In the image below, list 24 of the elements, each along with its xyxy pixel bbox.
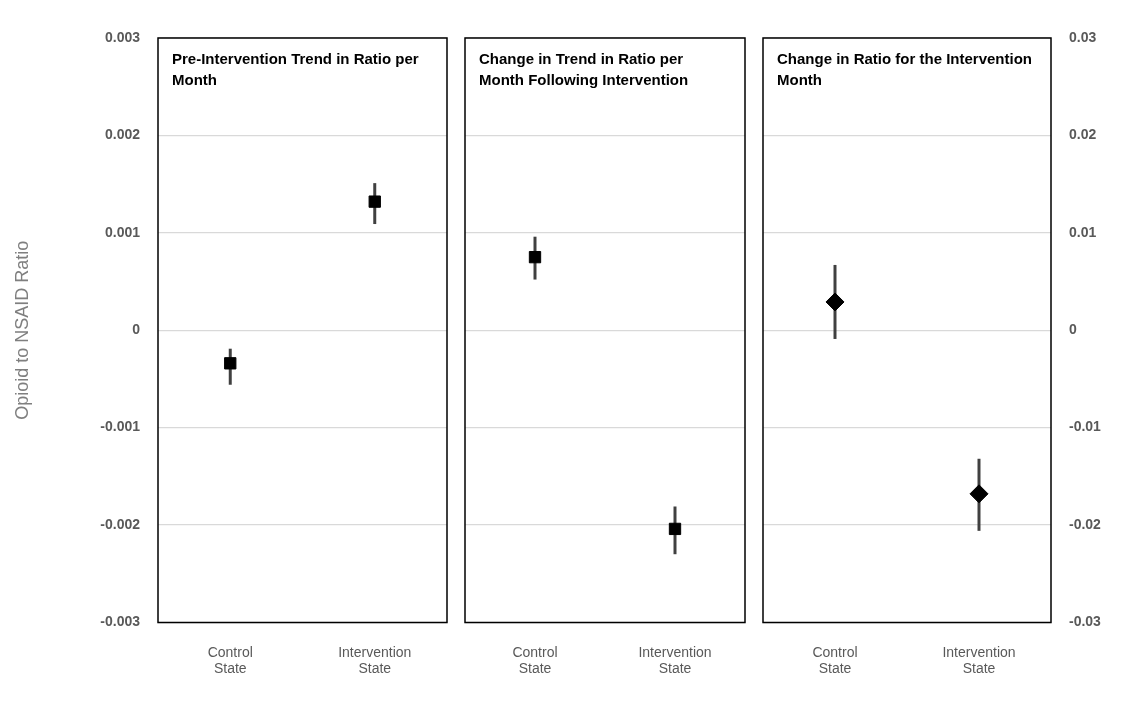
- y-tick-label: -0.001: [100, 418, 141, 435]
- y2-tick-label: 0.01: [1069, 223, 1097, 240]
- x-tick-label: Control State: [812, 643, 858, 677]
- y2-tick-label: -0.02: [1069, 515, 1102, 532]
- y2-tick-label: -0.01: [1069, 418, 1102, 435]
- x-tick-label: Intervention State: [338, 643, 412, 677]
- text: Change in Trend in Ratio per Month Following Intervention: [479, 49, 689, 88]
- text: Pre-Intervention Trend in Ratio per Month: [172, 49, 419, 88]
- x-tick-label: Control State: [207, 643, 253, 677]
- x-tick-label: Control State: [512, 643, 558, 677]
- y2-tick-label: -0.03: [1069, 613, 1102, 630]
- y2-tick-label: 0.03: [1069, 28, 1097, 45]
- y2-tick-label: 0.02: [1069, 126, 1097, 143]
- y-tick-label: 0.003: [104, 28, 141, 45]
- y-tick-label: 0.002: [104, 126, 141, 143]
- y-tick-label: -0.003: [100, 613, 141, 630]
- y-tick-label: 0: [132, 321, 141, 338]
- y2-tick-label: 0: [1069, 321, 1077, 338]
- y-axis-title: Opioid to NSAID Ratio: [11, 240, 32, 420]
- x-tick-label: Intervention State: [638, 643, 712, 677]
- x-tick-label: Intervention State: [942, 643, 1016, 677]
- y-tick-label: -0.002: [100, 515, 141, 532]
- y-tick-label: 0.001: [104, 223, 141, 240]
- text: Change in Ratio for the Intervention Month: [777, 49, 1033, 88]
